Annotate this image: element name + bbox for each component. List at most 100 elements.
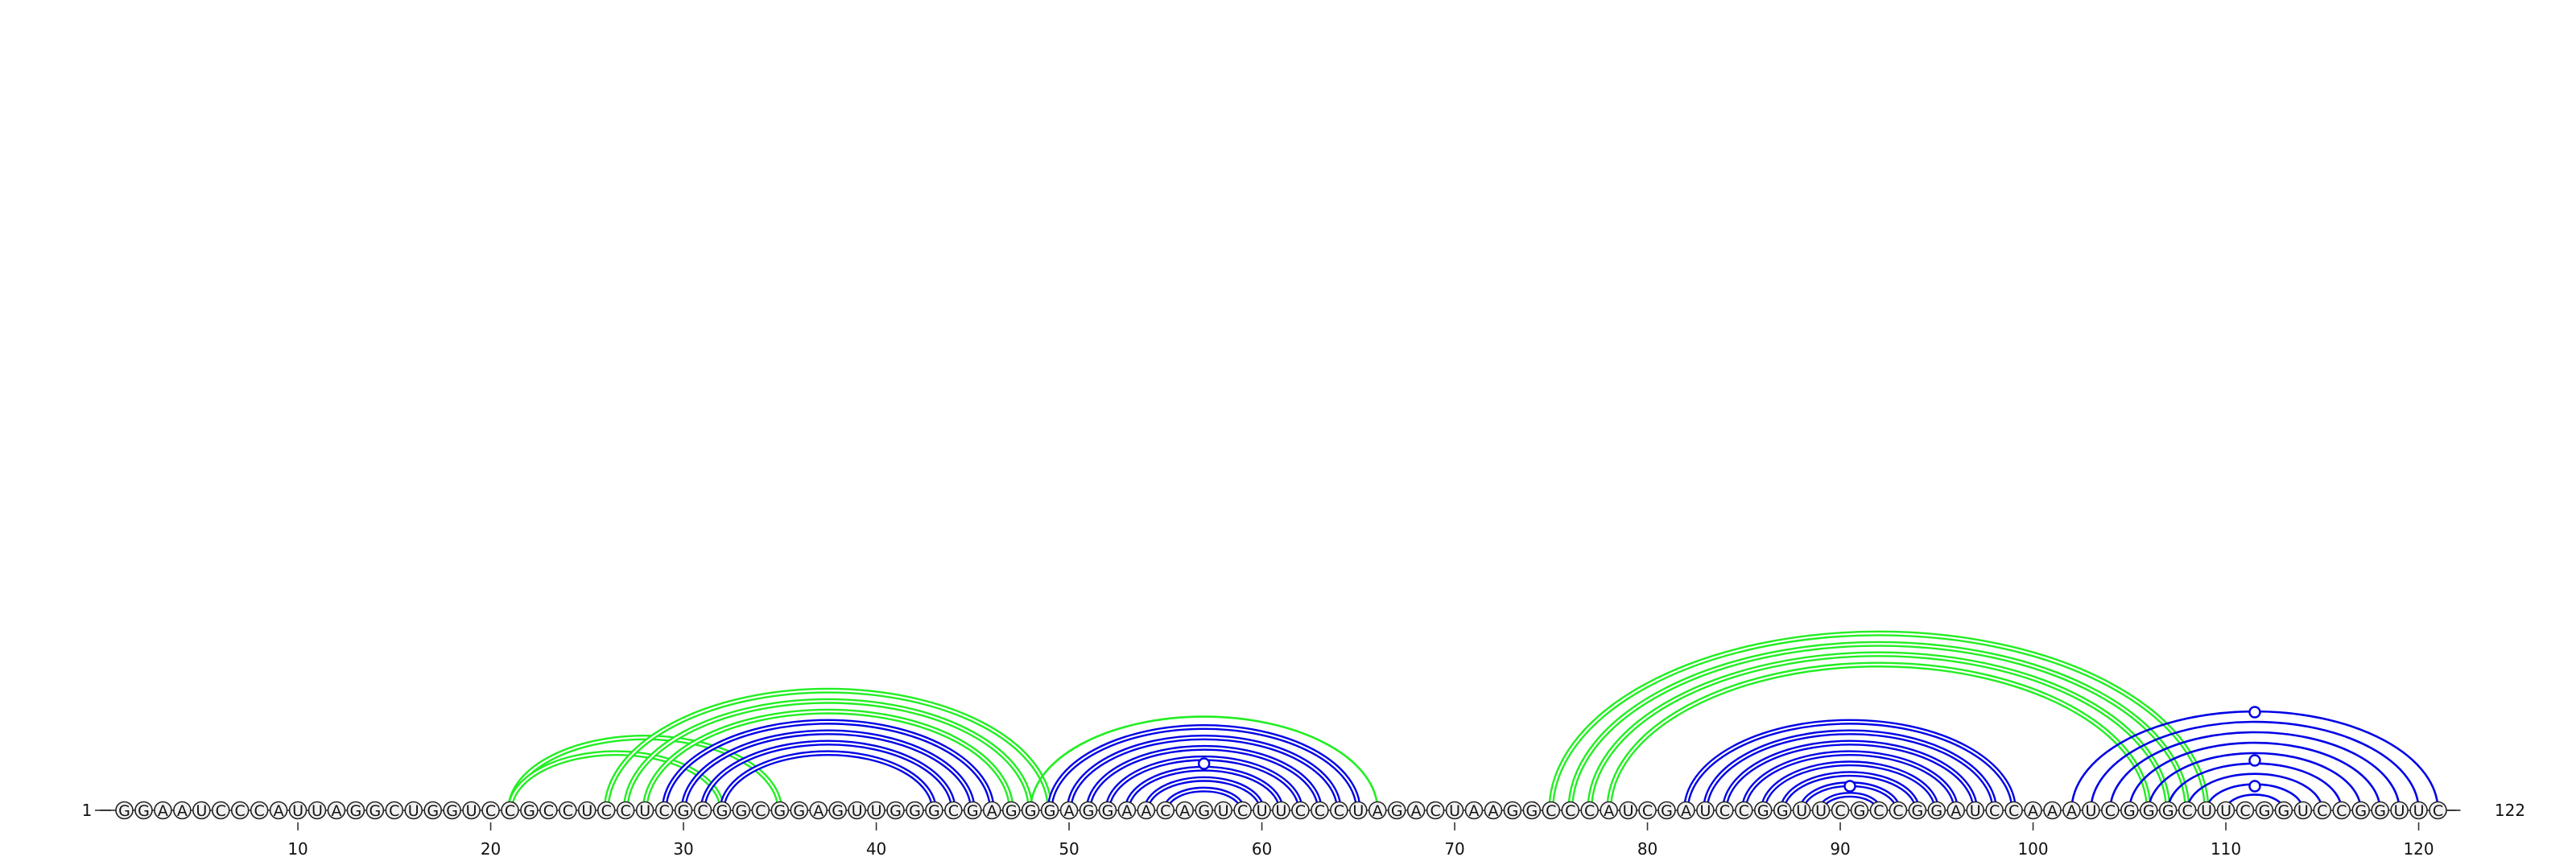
nucleotide-letter: G	[2162, 802, 2174, 820]
base-pair-arc-103-120	[2090, 720, 2420, 811]
base-pair-arc-gap-86-95	[1762, 762, 1938, 811]
base-pair-arc-gap-87-94	[1781, 772, 1918, 811]
nucleotide-letter: U	[2394, 802, 2405, 820]
nucleotide-108: C	[2178, 801, 2197, 820]
nucleotide-letter: G	[909, 802, 921, 820]
nucleotide-61: U	[1272, 801, 1290, 820]
base-pair-arc-gap-28-47	[644, 711, 1013, 811]
base-pair-arc-108-115	[2186, 772, 2324, 811]
nucleotide-116: C	[2332, 801, 2351, 820]
nucleotide-letter: C	[216, 802, 226, 820]
nucleotide-letter: C	[1719, 802, 1730, 820]
nucleotide-17: G	[423, 801, 443, 820]
nucleotide-letter: G	[2143, 802, 2155, 820]
nucleotide-letter: U	[2413, 802, 2425, 820]
axis-tick-label-100: 100	[2017, 839, 2048, 858]
nucleotide-70: U	[1445, 801, 1464, 820]
nucleotide-16: U	[404, 801, 423, 820]
nucleotide-letter: U	[1970, 802, 1981, 820]
nucleotide-letter: C	[1565, 802, 1575, 820]
nucleotide-32: G	[712, 801, 732, 820]
nucleotide-letter: C	[563, 802, 573, 820]
nucleotide-letter: G	[1044, 802, 1056, 820]
nucleotide-65: U	[1349, 801, 1368, 820]
nucleotide-10: U	[288, 801, 308, 820]
nucleotide-20: C	[481, 801, 500, 820]
nucleotide-letter: G	[774, 802, 786, 820]
nucleotide-118: G	[2371, 801, 2389, 820]
nucleotide-letter: C	[2240, 802, 2250, 820]
nucleotide-letter: A	[1604, 802, 1614, 820]
nucleotide-73: G	[1503, 801, 1522, 820]
nucleotide-47: G	[1001, 801, 1021, 820]
nucleotide-letter: A	[1179, 802, 1190, 820]
nucleotide-letter: C	[1295, 802, 1306, 820]
nucleotide-119: U	[2390, 801, 2409, 820]
nucleotide-104: C	[2101, 801, 2120, 820]
nucleotide-97: U	[1966, 801, 1984, 820]
nucleotide-68: A	[1406, 801, 1426, 820]
base-pair-arc-gap-82-99	[1685, 720, 2015, 811]
nucleotide-letter: C	[948, 802, 959, 820]
nucleotide-6: C	[211, 801, 230, 820]
nucleotide-91: G	[1850, 801, 1869, 820]
nucleotide-52: G	[1098, 801, 1117, 820]
nucleotide-letter: C	[1160, 802, 1170, 820]
nucleotide-75: C	[1542, 801, 1561, 820]
base-pair-arc-gap-27-48	[625, 700, 1032, 811]
nucleotide-letter: C	[1546, 802, 1556, 820]
nucleotide-letter: U	[408, 802, 419, 820]
nucleotide-letter: U	[1796, 802, 1807, 820]
nucleotide-45: G	[964, 801, 982, 820]
nucleotide-letter: G	[1757, 802, 1769, 820]
base-pair-arc-104-119	[2109, 731, 2401, 811]
nucleotide-98: C	[1985, 801, 2004, 820]
nucleotide-60: U	[1253, 801, 1271, 820]
nucleotide-63: C	[1311, 801, 1329, 820]
nucleotide-letter: A	[274, 802, 284, 820]
nucleotide-letter: U	[1276, 802, 1287, 820]
nucleotide-letter: A	[1488, 802, 1498, 820]
nucleotide-letter: C	[254, 802, 265, 820]
axis-tick-label-10: 10	[287, 839, 308, 858]
nucleotide-37: A	[809, 801, 828, 820]
base-pair-arc-gap-51-63	[1087, 747, 1321, 811]
nucleotide-letter: A	[1411, 802, 1422, 820]
nucleotide-letter: C	[485, 802, 496, 820]
nucleotide-99: C	[2004, 801, 2023, 820]
nucleotide-letter: U	[639, 802, 650, 820]
nucleotide-letter: C	[1835, 802, 1845, 820]
nucleotide-51: G	[1079, 801, 1098, 820]
base-pair-arc-gap-55-59	[1164, 789, 1244, 811]
nucleotide-9: A	[269, 801, 288, 820]
axis-tick-label-30: 30	[673, 839, 693, 858]
nucleotide-letter: C	[2008, 802, 2019, 820]
nucleotide-letter: A	[1681, 802, 1691, 820]
nucleotide-3: A	[154, 801, 172, 820]
nucleotide-95: G	[1927, 801, 1946, 820]
nucleotide-121: C	[2429, 801, 2447, 820]
nucleotide-letter: G	[1025, 802, 1037, 820]
nucleotide-letter: C	[601, 802, 612, 820]
loop-marker-1	[1843, 780, 1856, 793]
nucleotide-letter: A	[1064, 802, 1075, 820]
nucleotide-77: C	[1580, 801, 1599, 820]
nucleotide-letter: C	[1873, 802, 1884, 820]
nucleotide-letter: C	[1334, 802, 1344, 820]
nucleotide-letter: C	[1893, 802, 1903, 820]
nucleotide-90: C	[1831, 801, 1850, 820]
base-pair-arc-gap-49-65	[1049, 726, 1360, 811]
nucleotide-76: C	[1561, 801, 1580, 820]
base-pair-arc-106-117	[2147, 752, 2362, 811]
nucleotide-53: A	[1117, 801, 1137, 820]
nucleotide-57: G	[1195, 801, 1213, 820]
base-pair-arc-gap-84-97	[1724, 741, 1976, 811]
base-pair-arcs	[507, 630, 2439, 811]
axis-tick-label-20: 20	[481, 839, 501, 858]
nucleotide-letter: C	[1989, 802, 2000, 820]
loop-marker-4	[2248, 706, 2261, 719]
nucleotide-49: G	[1040, 801, 1059, 820]
nucleotide-59: C	[1233, 801, 1252, 820]
nucleotide-letter: G	[1391, 802, 1403, 820]
nucleotide-letter: G	[1198, 802, 1210, 820]
